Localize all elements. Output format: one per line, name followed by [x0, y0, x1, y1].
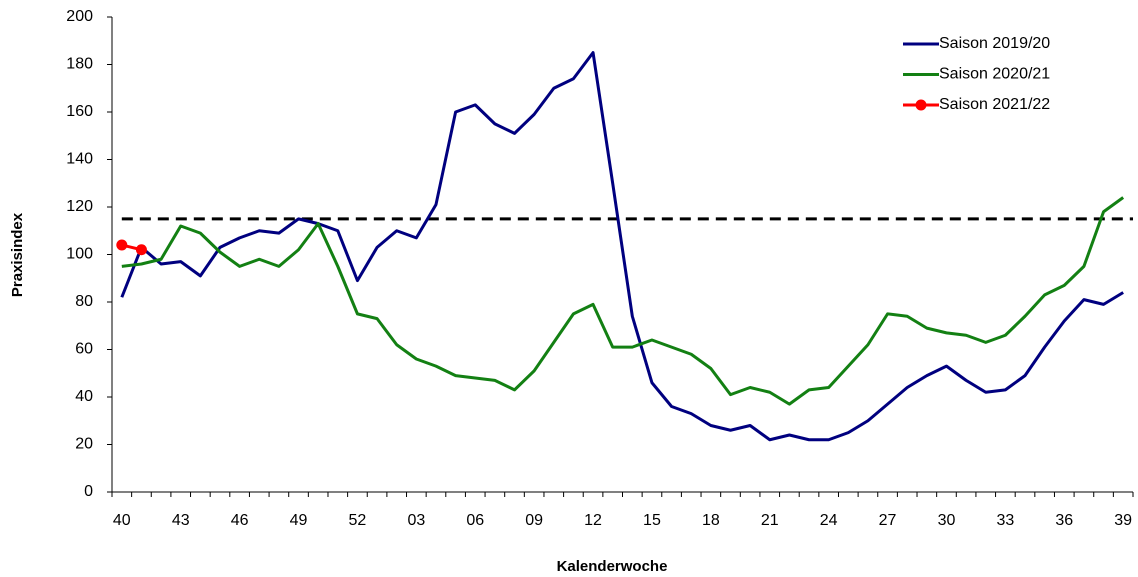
x-tick-label: 46: [231, 512, 249, 529]
x-tick-label: 30: [938, 512, 956, 529]
x-tick-label: 39: [1114, 512, 1132, 529]
series-marker: [116, 239, 128, 251]
legend-label: Saison 2021/22: [939, 96, 1050, 113]
x-tick-label: 36: [1055, 512, 1073, 529]
y-tick-label: 100: [66, 246, 93, 263]
x-tick-label: 09: [525, 512, 543, 529]
x-tick-label: 06: [466, 512, 484, 529]
x-tick-label: 18: [702, 512, 720, 529]
legend-label: Saison 2020/21: [939, 66, 1050, 83]
x-tick-label: 52: [349, 512, 367, 529]
x-axis-title: Kalenderwoche: [557, 558, 668, 575]
y-tick-label: 200: [66, 8, 93, 25]
x-tick-label: 43: [172, 512, 190, 529]
x-tick-label: 27: [879, 512, 897, 529]
y-tick-label: 160: [66, 103, 93, 120]
x-tick-label: 24: [820, 512, 838, 529]
x-tick-label: 21: [761, 512, 779, 529]
legend-marker: [915, 99, 927, 111]
series-line: [120, 51, 1124, 442]
y-tick-label: 80: [75, 293, 93, 310]
x-tick-label: 49: [290, 512, 308, 529]
y-tick-label: 60: [75, 341, 93, 358]
y-tick-label: 120: [66, 198, 93, 215]
legend-label: Saison 2019/20: [939, 35, 1050, 52]
y-tick-label: 140: [66, 151, 93, 168]
x-tick-label: 03: [407, 512, 425, 529]
series-line: [121, 196, 1125, 406]
series-marker: [135, 244, 147, 256]
y-tick-label: 20: [75, 436, 93, 453]
y-tick-label: 180: [66, 56, 93, 73]
x-tick-label: 15: [643, 512, 661, 529]
y-axis-title: Praxisindex: [9, 212, 26, 297]
x-tick-label: 12: [584, 512, 602, 529]
x-tick-label: 40: [113, 512, 131, 529]
x-tick-label: 33: [996, 512, 1014, 529]
y-tick-label: 40: [75, 388, 93, 405]
y-tick-label: 0: [84, 483, 93, 500]
